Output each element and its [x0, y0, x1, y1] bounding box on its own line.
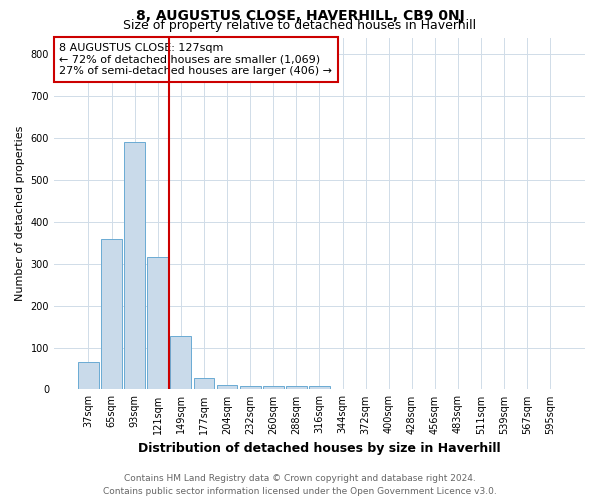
Bar [148, 258, 168, 390]
Bar [101, 238, 122, 390]
Text: 8 AUGUSTUS CLOSE: 127sqm
← 72% of detached houses are smaller (1,069)
27% of sem: 8 AUGUSTUS CLOSE: 127sqm ← 72% of detach… [59, 43, 332, 76]
Bar [263, 386, 284, 390]
Text: Size of property relative to detached houses in Haverhill: Size of property relative to detached ho… [124, 18, 476, 32]
Y-axis label: Number of detached properties: Number of detached properties [15, 126, 25, 301]
Bar [309, 386, 330, 390]
Bar [240, 386, 260, 390]
Text: Contains HM Land Registry data © Crown copyright and database right 2024.
Contai: Contains HM Land Registry data © Crown c… [103, 474, 497, 496]
Bar [170, 336, 191, 390]
Bar [217, 385, 238, 390]
Bar [286, 386, 307, 390]
Bar [194, 378, 214, 390]
Text: 8, AUGUSTUS CLOSE, HAVERHILL, CB9 0NJ: 8, AUGUSTUS CLOSE, HAVERHILL, CB9 0NJ [136, 9, 464, 23]
Bar [78, 362, 99, 390]
Bar [124, 142, 145, 390]
X-axis label: Distribution of detached houses by size in Haverhill: Distribution of detached houses by size … [138, 442, 501, 455]
